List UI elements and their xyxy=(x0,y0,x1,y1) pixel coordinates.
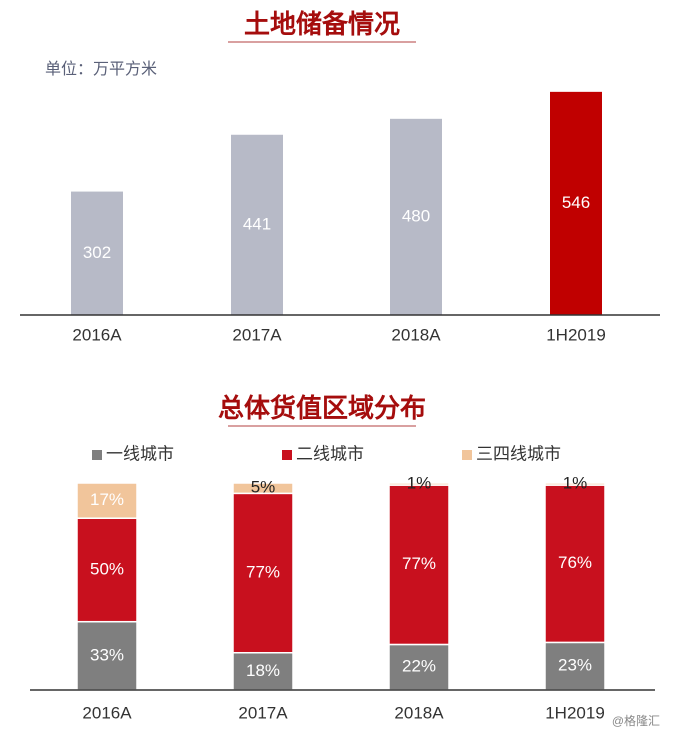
x-tick-label: 1H2019 xyxy=(545,703,605,722)
legend-swatch xyxy=(282,450,292,460)
x-tick-label: 2017A xyxy=(238,703,288,722)
value-label: 33% xyxy=(90,645,124,664)
value-label: 1% xyxy=(563,474,588,493)
x-tick-label: 2018A xyxy=(391,325,441,344)
value-label: 546 xyxy=(562,193,590,212)
x-tick-label: 2016A xyxy=(82,703,132,722)
value-label: 22% xyxy=(402,657,436,676)
bar-segment xyxy=(388,482,450,486)
bar-segment xyxy=(76,620,138,691)
bar-segment xyxy=(544,484,606,644)
legend-swatch xyxy=(462,450,472,460)
bar-segment xyxy=(388,484,450,646)
value-label: 480 xyxy=(402,206,430,225)
bar-segment xyxy=(232,492,294,654)
x-tick-label: 2016A xyxy=(72,325,122,344)
value-label: 5% xyxy=(251,478,276,497)
value-label: 17% xyxy=(90,490,124,509)
bar xyxy=(550,91,602,315)
x-tick-label: 1H2019 xyxy=(546,325,606,344)
legend-label: 三四线城市 xyxy=(476,444,561,463)
legend-swatch xyxy=(92,450,102,460)
value-label: 18% xyxy=(246,661,280,680)
value-label: 1% xyxy=(407,474,432,493)
x-tick-label: 2017A xyxy=(232,325,282,344)
value-label: 441 xyxy=(243,214,271,233)
legend-label: 一线城市 xyxy=(106,444,174,463)
chart-title: 总体货值区域分布 xyxy=(218,393,426,423)
value-label: 77% xyxy=(246,563,280,582)
bar xyxy=(390,118,442,316)
bar-segment xyxy=(388,643,450,691)
value-label: 23% xyxy=(558,656,592,675)
bar-segment xyxy=(76,517,138,623)
subtitle: 单位：万平方米 xyxy=(45,60,157,78)
bar-segment xyxy=(544,641,606,691)
x-tick-label: 2018A xyxy=(394,703,444,722)
bar-segment xyxy=(232,482,294,495)
watermark: @格隆汇 xyxy=(612,713,660,728)
bar xyxy=(71,191,123,315)
value-label: 77% xyxy=(402,554,436,573)
value-label: 50% xyxy=(90,559,124,578)
legend-label: 二线城市 xyxy=(296,444,364,463)
chart-title: 土地储备情况 xyxy=(244,9,400,39)
value-label: 302 xyxy=(83,243,111,262)
bar-segment xyxy=(544,482,606,486)
bar-segment xyxy=(76,482,138,519)
bar xyxy=(231,134,283,315)
value-label: 76% xyxy=(558,553,592,572)
bar-segment xyxy=(232,651,294,691)
